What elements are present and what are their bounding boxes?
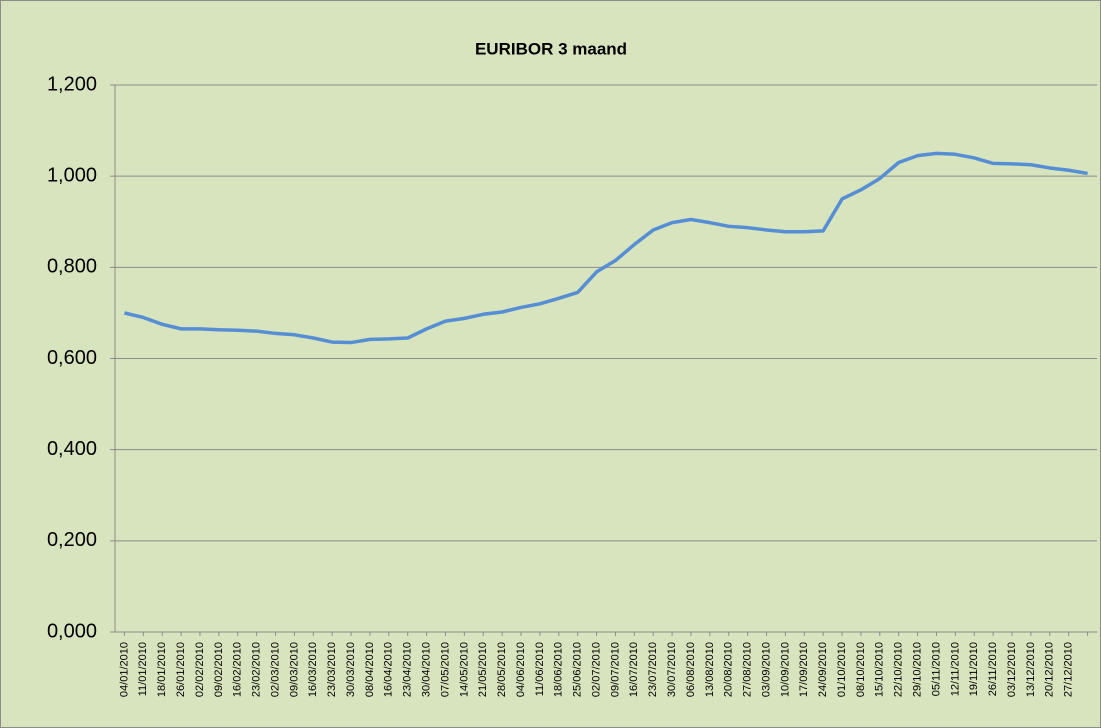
x-tick-label: 25/06/2010 xyxy=(572,642,584,697)
x-tick-label: 13/08/2010 xyxy=(704,642,716,697)
x-tick-label: 04/06/2010 xyxy=(515,642,527,697)
x-tick-label: 20/12/2010 xyxy=(1044,642,1056,697)
x-tick-label: 21/05/2010 xyxy=(477,642,489,697)
x-tick-label: 26/01/2010 xyxy=(175,642,187,697)
x-tick-label: 29/10/2010 xyxy=(912,642,924,697)
x-tick-label: 30/07/2010 xyxy=(666,642,678,697)
chart-title: EURIBOR 3 maand xyxy=(475,39,627,58)
x-tick-label: 02/07/2010 xyxy=(590,642,602,697)
x-tick-label: 23/03/2010 xyxy=(326,642,338,697)
x-tick-label: 27/08/2010 xyxy=(742,642,754,697)
x-tick-label: 08/10/2010 xyxy=(855,642,867,697)
x-tick-label: 27/12/2010 xyxy=(1063,642,1075,697)
x-tick-label: 10/09/2010 xyxy=(779,642,791,697)
x-tick-label: 16/02/2010 xyxy=(232,642,244,697)
y-tick-label: 1,200 xyxy=(47,73,97,95)
x-tick-label: 23/04/2010 xyxy=(402,642,414,697)
x-tick-label: 09/07/2010 xyxy=(609,642,621,697)
x-tick-label: 23/07/2010 xyxy=(647,642,659,697)
x-tick-label: 02/03/2010 xyxy=(269,642,281,697)
x-tick-label: 23/02/2010 xyxy=(251,642,263,697)
x-tick-label: 12/11/2010 xyxy=(949,642,961,696)
x-tick-label: 16/07/2010 xyxy=(628,642,640,697)
x-tick-label: 05/11/2010 xyxy=(930,642,942,696)
y-tick-label: 0,400 xyxy=(47,438,97,460)
x-tick-label: 04/01/2010 xyxy=(118,642,130,697)
x-tick-label: 26/11/2010 xyxy=(987,642,999,696)
x-tick-label: 11/06/2010 xyxy=(534,642,546,696)
x-tick-label: 09/03/2010 xyxy=(288,642,300,697)
x-tick-label: 03/09/2010 xyxy=(760,642,772,697)
x-tick-label: 19/11/2010 xyxy=(968,642,980,696)
x-tick-label: 18/01/2010 xyxy=(156,642,168,697)
x-tick-label: 22/10/2010 xyxy=(893,642,905,697)
x-tick-label: 01/10/2010 xyxy=(836,642,848,697)
y-tick-label: 0,000 xyxy=(47,620,97,642)
x-tick-label: 08/04/2010 xyxy=(364,642,376,697)
x-tick-label: 13/12/2010 xyxy=(1025,642,1037,697)
x-tick-label: 17/09/2010 xyxy=(798,642,810,697)
y-tick-label: 1,000 xyxy=(47,164,97,186)
x-tick-label: 03/12/2010 xyxy=(1006,642,1018,697)
x-tick-label: 20/08/2010 xyxy=(723,642,735,697)
x-tick-label: 16/04/2010 xyxy=(383,642,395,697)
x-tick-label: 18/06/2010 xyxy=(553,642,565,697)
x-tick-label: 02/02/2010 xyxy=(194,642,206,697)
x-tick-label: 16/03/2010 xyxy=(307,642,319,697)
x-tick-label: 06/08/2010 xyxy=(685,642,697,697)
x-tick-label: 11/01/2010 xyxy=(137,642,149,696)
x-tick-label: 24/09/2010 xyxy=(817,642,829,697)
y-tick-label: 0,600 xyxy=(47,347,97,369)
x-tick-label: 07/05/2010 xyxy=(439,642,451,697)
y-tick-label: 0,200 xyxy=(47,529,97,551)
x-tick-label: 15/10/2010 xyxy=(874,642,886,697)
x-tick-label: 14/05/2010 xyxy=(458,642,470,697)
x-tick-label: 09/02/2010 xyxy=(213,642,225,697)
line-series xyxy=(124,151,1088,345)
y-tick-label: 0,800 xyxy=(47,256,97,278)
x-tick-label: 30/03/2010 xyxy=(345,642,357,697)
x-tick-label: 30/04/2010 xyxy=(421,642,433,697)
x-tick-label: 28/05/2010 xyxy=(496,642,508,697)
